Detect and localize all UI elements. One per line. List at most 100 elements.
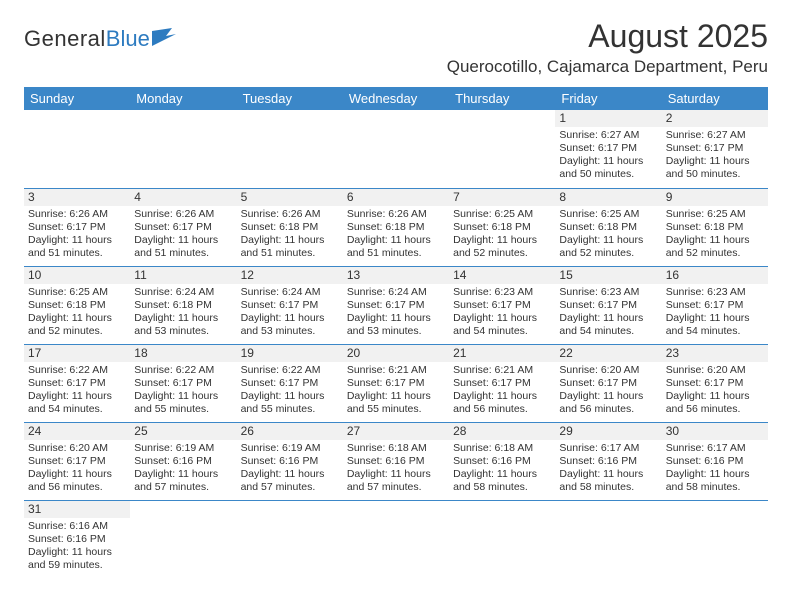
sunset-line: Sunset: 6:17 PM — [134, 377, 232, 390]
day-number: 17 — [24, 345, 130, 362]
sunrise-line: Sunrise: 6:20 AM — [559, 364, 657, 377]
weekday-header: Monday — [130, 87, 236, 110]
sunset-line: Sunset: 6:16 PM — [453, 455, 551, 468]
weekday-header: Thursday — [449, 87, 555, 110]
calendar-day: 8Sunrise: 6:25 AMSunset: 6:18 PMDaylight… — [555, 188, 661, 266]
calendar-day: 23Sunrise: 6:20 AMSunset: 6:17 PMDayligh… — [662, 344, 768, 422]
sunset-line: Sunset: 6:16 PM — [241, 455, 339, 468]
sunset-line: Sunset: 6:17 PM — [28, 455, 126, 468]
calendar-day: 13Sunrise: 6:24 AMSunset: 6:17 PMDayligh… — [343, 266, 449, 344]
sunrise-line: Sunrise: 6:26 AM — [241, 208, 339, 221]
day-number: 31 — [24, 501, 130, 518]
calendar-empty — [343, 110, 449, 188]
sunset-line: Sunset: 6:17 PM — [559, 142, 657, 155]
calendar-day: 1Sunrise: 6:27 AMSunset: 6:17 PMDaylight… — [555, 110, 661, 188]
sunrise-line: Sunrise: 6:18 AM — [453, 442, 551, 455]
daylight-line: Daylight: 11 hours and 52 minutes. — [28, 312, 126, 338]
sunset-line: Sunset: 6:17 PM — [134, 221, 232, 234]
calendar-day: 19Sunrise: 6:22 AMSunset: 6:17 PMDayligh… — [237, 344, 343, 422]
sunrise-line: Sunrise: 6:26 AM — [134, 208, 232, 221]
day-number: 16 — [662, 267, 768, 284]
day-number: 22 — [555, 345, 661, 362]
sunset-line: Sunset: 6:17 PM — [453, 299, 551, 312]
calendar-empty — [130, 500, 236, 578]
month-title: August 2025 — [447, 18, 768, 55]
calendar-empty — [237, 110, 343, 188]
daylight-line: Daylight: 11 hours and 52 minutes. — [666, 234, 764, 260]
calendar-header: SundayMondayTuesdayWednesdayThursdayFrid… — [24, 87, 768, 110]
calendar-week: 24Sunrise: 6:20 AMSunset: 6:17 PMDayligh… — [24, 422, 768, 500]
weekday-header: Wednesday — [343, 87, 449, 110]
day-number: 24 — [24, 423, 130, 440]
day-info: Sunrise: 6:25 AMSunset: 6:18 PMDaylight:… — [666, 208, 764, 261]
day-number: 2 — [662, 110, 768, 127]
day-number: 10 — [24, 267, 130, 284]
daylight-line: Daylight: 11 hours and 52 minutes. — [559, 234, 657, 260]
calendar-day: 24Sunrise: 6:20 AMSunset: 6:17 PMDayligh… — [24, 422, 130, 500]
day-info: Sunrise: 6:24 AMSunset: 6:17 PMDaylight:… — [347, 286, 445, 339]
daylight-line: Daylight: 11 hours and 56 minutes. — [453, 390, 551, 416]
sunrise-line: Sunrise: 6:19 AM — [134, 442, 232, 455]
daylight-line: Daylight: 11 hours and 51 minutes. — [134, 234, 232, 260]
calendar-day: 18Sunrise: 6:22 AMSunset: 6:17 PMDayligh… — [130, 344, 236, 422]
sunrise-line: Sunrise: 6:26 AM — [347, 208, 445, 221]
weekday-header: Saturday — [662, 87, 768, 110]
calendar-day: 9 Sunrise: 6:25 AMSunset: 6:18 PMDaylight… — [662, 188, 768, 266]
sunrise-line: Sunrise: 6:24 AM — [347, 286, 445, 299]
day-number: 9 — [662, 189, 768, 206]
calendar-empty — [237, 500, 343, 578]
sunset-line: Sunset: 6:17 PM — [559, 299, 657, 312]
header: GeneralBlue August 2025 Querocotillo, Ca… — [24, 18, 768, 83]
calendar-day: 20Sunrise: 6:21 AMSunset: 6:17 PMDayligh… — [343, 344, 449, 422]
sunset-line: Sunset: 6:17 PM — [559, 377, 657, 390]
day-number: 4 — [130, 189, 236, 206]
day-number: 26 — [237, 423, 343, 440]
calendar-week: 31Sunrise: 6:16 AMSunset: 6:16 PMDayligh… — [24, 500, 768, 578]
daylight-line: Daylight: 11 hours and 50 minutes. — [559, 155, 657, 181]
day-number: 8 — [555, 189, 661, 206]
calendar-day: 27Sunrise: 6:18 AMSunset: 6:16 PMDayligh… — [343, 422, 449, 500]
sunrise-line: Sunrise: 6:25 AM — [666, 208, 764, 221]
weekday-header: Friday — [555, 87, 661, 110]
daylight-line: Daylight: 11 hours and 57 minutes. — [134, 468, 232, 494]
daylight-line: Daylight: 11 hours and 58 minutes. — [559, 468, 657, 494]
day-number: 3 — [24, 189, 130, 206]
calendar-week: 17Sunrise: 6:22 AMSunset: 6:17 PMDayligh… — [24, 344, 768, 422]
calendar-day: 5Sunrise: 6:26 AMSunset: 6:18 PMDaylight… — [237, 188, 343, 266]
calendar-day: 16Sunrise: 6:23 AMSunset: 6:17 PMDayligh… — [662, 266, 768, 344]
calendar-day: 4 Sunrise: 6:26 AMSunset: 6:17 PMDaylight… — [130, 188, 236, 266]
day-number: 21 — [449, 345, 555, 362]
calendar-day: 17Sunrise: 6:22 AMSunset: 6:17 PMDayligh… — [24, 344, 130, 422]
daylight-line: Daylight: 11 hours and 51 minutes. — [28, 234, 126, 260]
daylight-line: Daylight: 11 hours and 54 minutes. — [559, 312, 657, 338]
sunrise-line: Sunrise: 6:16 AM — [28, 520, 126, 533]
calendar-week: 3Sunrise: 6:26 AMSunset: 6:17 PMDaylight… — [24, 188, 768, 266]
sunset-line: Sunset: 6:18 PM — [453, 221, 551, 234]
sunrise-line: Sunrise: 6:21 AM — [453, 364, 551, 377]
day-info: Sunrise: 6:20 AMSunset: 6:17 PMDaylight:… — [666, 364, 764, 417]
calendar-day: 28Sunrise: 6:18 AMSunset: 6:16 PMDayligh… — [449, 422, 555, 500]
calendar-day: 29Sunrise: 6:17 AMSunset: 6:16 PMDayligh… — [555, 422, 661, 500]
daylight-line: Daylight: 11 hours and 53 minutes. — [241, 312, 339, 338]
sunrise-line: Sunrise: 6:22 AM — [241, 364, 339, 377]
day-info: Sunrise: 6:21 AMSunset: 6:17 PMDaylight:… — [453, 364, 551, 417]
day-number: 18 — [130, 345, 236, 362]
calendar-week: 1Sunrise: 6:27 AMSunset: 6:17 PMDaylight… — [24, 110, 768, 188]
day-info: Sunrise: 6:17 AMSunset: 6:16 PMDaylight:… — [666, 442, 764, 495]
sunrise-line: Sunrise: 6:24 AM — [241, 286, 339, 299]
daylight-line: Daylight: 11 hours and 57 minutes. — [241, 468, 339, 494]
daylight-line: Daylight: 11 hours and 52 minutes. — [453, 234, 551, 260]
sunset-line: Sunset: 6:17 PM — [666, 377, 764, 390]
calendar-body: 1Sunrise: 6:27 AMSunset: 6:17 PMDaylight… — [24, 110, 768, 578]
calendar-day: 21 Sunrise: 6:21 AMSunset: 6:17 PMDayligh… — [449, 344, 555, 422]
day-number: 15 — [555, 267, 661, 284]
daylight-line: Daylight: 11 hours and 55 minutes. — [241, 390, 339, 416]
daylight-line: Daylight: 11 hours and 55 minutes. — [134, 390, 232, 416]
day-info: Sunrise: 6:22 AMSunset: 6:17 PMDaylight:… — [241, 364, 339, 417]
day-info: Sunrise: 6:27 AMSunset: 6:17 PMDaylight:… — [666, 129, 764, 182]
sunrise-line: Sunrise: 6:23 AM — [666, 286, 764, 299]
sunset-line: Sunset: 6:17 PM — [241, 299, 339, 312]
sunrise-line: Sunrise: 6:17 AM — [666, 442, 764, 455]
calendar-day: 26Sunrise: 6:19 AMSunset: 6:16 PMDayligh… — [237, 422, 343, 500]
day-info: Sunrise: 6:21 AMSunset: 6:17 PMDaylight:… — [347, 364, 445, 417]
